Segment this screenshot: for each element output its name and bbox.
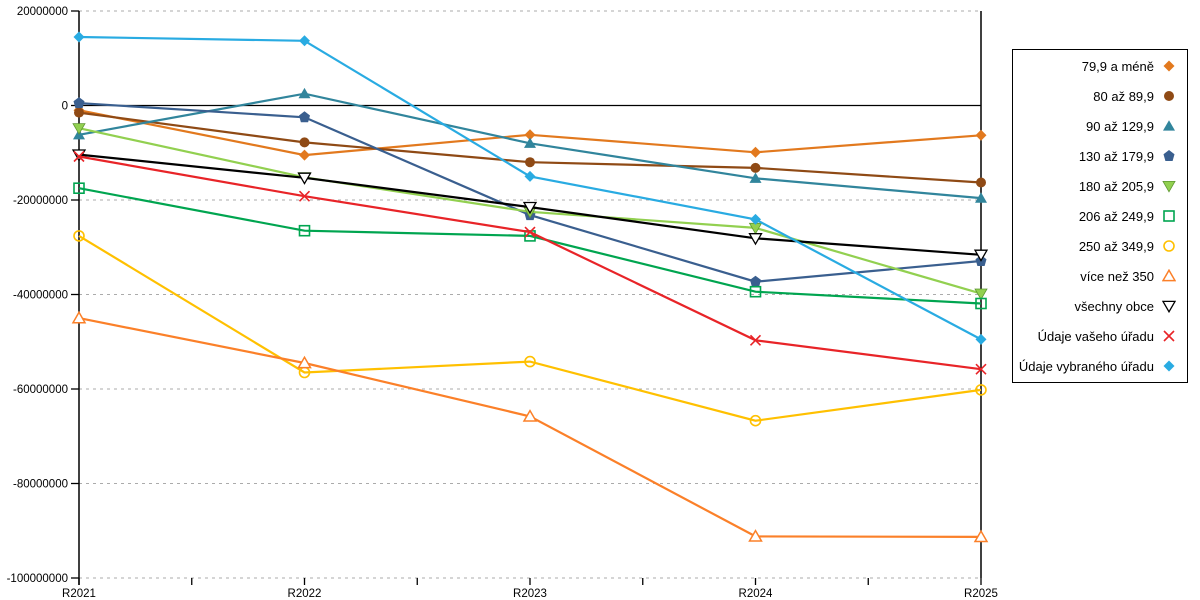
legend-label: 206 až 249,9 bbox=[1078, 208, 1154, 224]
legend-marker-diamond-icon bbox=[1163, 360, 1175, 372]
legend-marker-triangle-down-icon bbox=[1162, 181, 1176, 193]
data-point-marker bbox=[750, 213, 761, 225]
legend-marker-pentagon-icon bbox=[1163, 150, 1175, 161]
legend-label: 79,9 a méně bbox=[1081, 58, 1154, 74]
legend: 79,9 a méně 80 až 89,9 90 až 129,9 130 až 1… bbox=[1012, 49, 1188, 383]
x-axis-tick-label: R2024 bbox=[739, 588, 773, 600]
data-point-marker bbox=[749, 334, 762, 346]
legend-label: Údaje vybraného úřadu bbox=[1018, 358, 1154, 374]
x-axis-tick-label: R2023 bbox=[513, 588, 547, 600]
series-line bbox=[78, 187, 982, 305]
data-point-marker bbox=[73, 97, 85, 109]
legend-marker-triangle-up-open-icon bbox=[1162, 269, 1176, 282]
legend-item: 79,9 a méně bbox=[1013, 52, 1187, 80]
data-point-marker bbox=[749, 414, 762, 427]
data-point-marker bbox=[975, 333, 987, 345]
data-point-marker bbox=[524, 129, 536, 141]
data-point-marker bbox=[73, 182, 85, 194]
y-axis-tick-label: -20000000 bbox=[13, 195, 68, 207]
data-point-marker bbox=[299, 137, 310, 148]
data-point-marker bbox=[749, 285, 762, 298]
x-axis-tick-label: R2025 bbox=[964, 588, 998, 600]
series-line bbox=[78, 234, 982, 422]
data-point-marker bbox=[748, 233, 763, 246]
legend-item: 206 až 249,9 bbox=[1013, 202, 1187, 230]
data-point-marker bbox=[73, 150, 85, 163]
legend-label: 90 až 129,9 bbox=[1086, 118, 1154, 134]
data-point-marker bbox=[298, 224, 311, 237]
x-axis-tick-label: R2021 bbox=[62, 588, 96, 600]
data-point-marker bbox=[73, 31, 85, 43]
legend-marker-x-cross-icon bbox=[1163, 330, 1175, 342]
data-point-marker bbox=[975, 363, 987, 375]
data-point-marker bbox=[525, 157, 535, 168]
data-point-marker bbox=[299, 111, 310, 123]
data-point-marker bbox=[748, 529, 763, 542]
data-point-marker bbox=[750, 162, 761, 173]
y-axis-tick-label: -80000000 bbox=[13, 479, 68, 491]
y-axis-tick-label: 20000000 bbox=[17, 6, 68, 18]
y-axis-tick-label: -100000000 bbox=[7, 573, 68, 585]
data-point-marker bbox=[73, 230, 85, 242]
legend-item: 90 až 129,9 bbox=[1013, 112, 1187, 140]
data-point-marker bbox=[524, 170, 536, 182]
legend-label: 80 až 89,9 bbox=[1093, 88, 1154, 104]
data-point-marker bbox=[749, 172, 762, 183]
y-axis-tick-label: 0 bbox=[62, 101, 68, 113]
data-point-marker bbox=[299, 149, 310, 161]
data-point-marker bbox=[974, 288, 988, 301]
legend-item: 130 až 179,9 bbox=[1013, 142, 1187, 170]
series-line bbox=[78, 155, 982, 371]
legend-label: všechny obce bbox=[1074, 298, 1155, 314]
data-point-marker bbox=[298, 190, 311, 202]
legend-label: 130 až 179,9 bbox=[1078, 148, 1154, 164]
data-point-marker bbox=[522, 201, 538, 215]
data-point-marker bbox=[975, 384, 987, 396]
legend-marker-triangle-down-open-icon bbox=[1162, 300, 1176, 313]
data-point-marker bbox=[975, 297, 987, 310]
legend-label: Údaje vašeho úřadu bbox=[1037, 328, 1154, 344]
data-point-marker bbox=[522, 409, 538, 422]
data-point-marker bbox=[524, 226, 536, 238]
legend-item: 180 až 205,9 bbox=[1013, 172, 1187, 200]
legend-item: Údaje vašeho úřadu bbox=[1013, 322, 1187, 350]
data-point-marker bbox=[74, 107, 84, 118]
legend-item: 80 až 89,9 bbox=[1013, 82, 1187, 110]
data-point-marker bbox=[524, 137, 536, 148]
data-point-marker bbox=[298, 87, 311, 99]
legend-marker-square-open-icon bbox=[1163, 210, 1175, 222]
data-point-marker bbox=[71, 310, 87, 324]
y-axis-tick-label: -60000000 bbox=[13, 384, 68, 396]
legend-marker-triangle-up-icon bbox=[1163, 120, 1175, 131]
legend-marker-circle-icon bbox=[1164, 91, 1174, 101]
legend-item: Údaje vybraného úřadu bbox=[1013, 352, 1187, 380]
legend-marker-diamond-icon bbox=[1163, 60, 1175, 72]
legend-item: všechny obce bbox=[1013, 292, 1187, 320]
x-axis-tick-label: R2022 bbox=[288, 588, 322, 600]
data-point-marker bbox=[524, 355, 536, 368]
legend-label: více než 350 bbox=[1080, 268, 1154, 284]
data-point-marker bbox=[750, 146, 761, 158]
legend-item: 250 až 349,9 bbox=[1013, 232, 1187, 260]
data-point-marker bbox=[524, 230, 536, 242]
data-point-marker bbox=[299, 35, 310, 47]
legend-marker-circle-open-icon bbox=[1163, 240, 1175, 252]
data-point-marker bbox=[72, 123, 86, 135]
y-axis-tick-label: -40000000 bbox=[13, 290, 68, 302]
data-point-marker bbox=[973, 529, 989, 543]
data-point-marker bbox=[297, 355, 312, 369]
legend-item: více než 350 bbox=[1013, 262, 1187, 290]
data-point-marker bbox=[750, 275, 761, 287]
data-point-marker bbox=[976, 177, 986, 188]
legend-label: 180 až 205,9 bbox=[1078, 178, 1154, 194]
data-point-marker bbox=[975, 129, 987, 141]
data-point-marker bbox=[973, 249, 989, 262]
data-point-marker bbox=[297, 172, 312, 185]
legend-label: 250 až 349,9 bbox=[1078, 238, 1154, 254]
data-point-marker bbox=[975, 192, 987, 203]
